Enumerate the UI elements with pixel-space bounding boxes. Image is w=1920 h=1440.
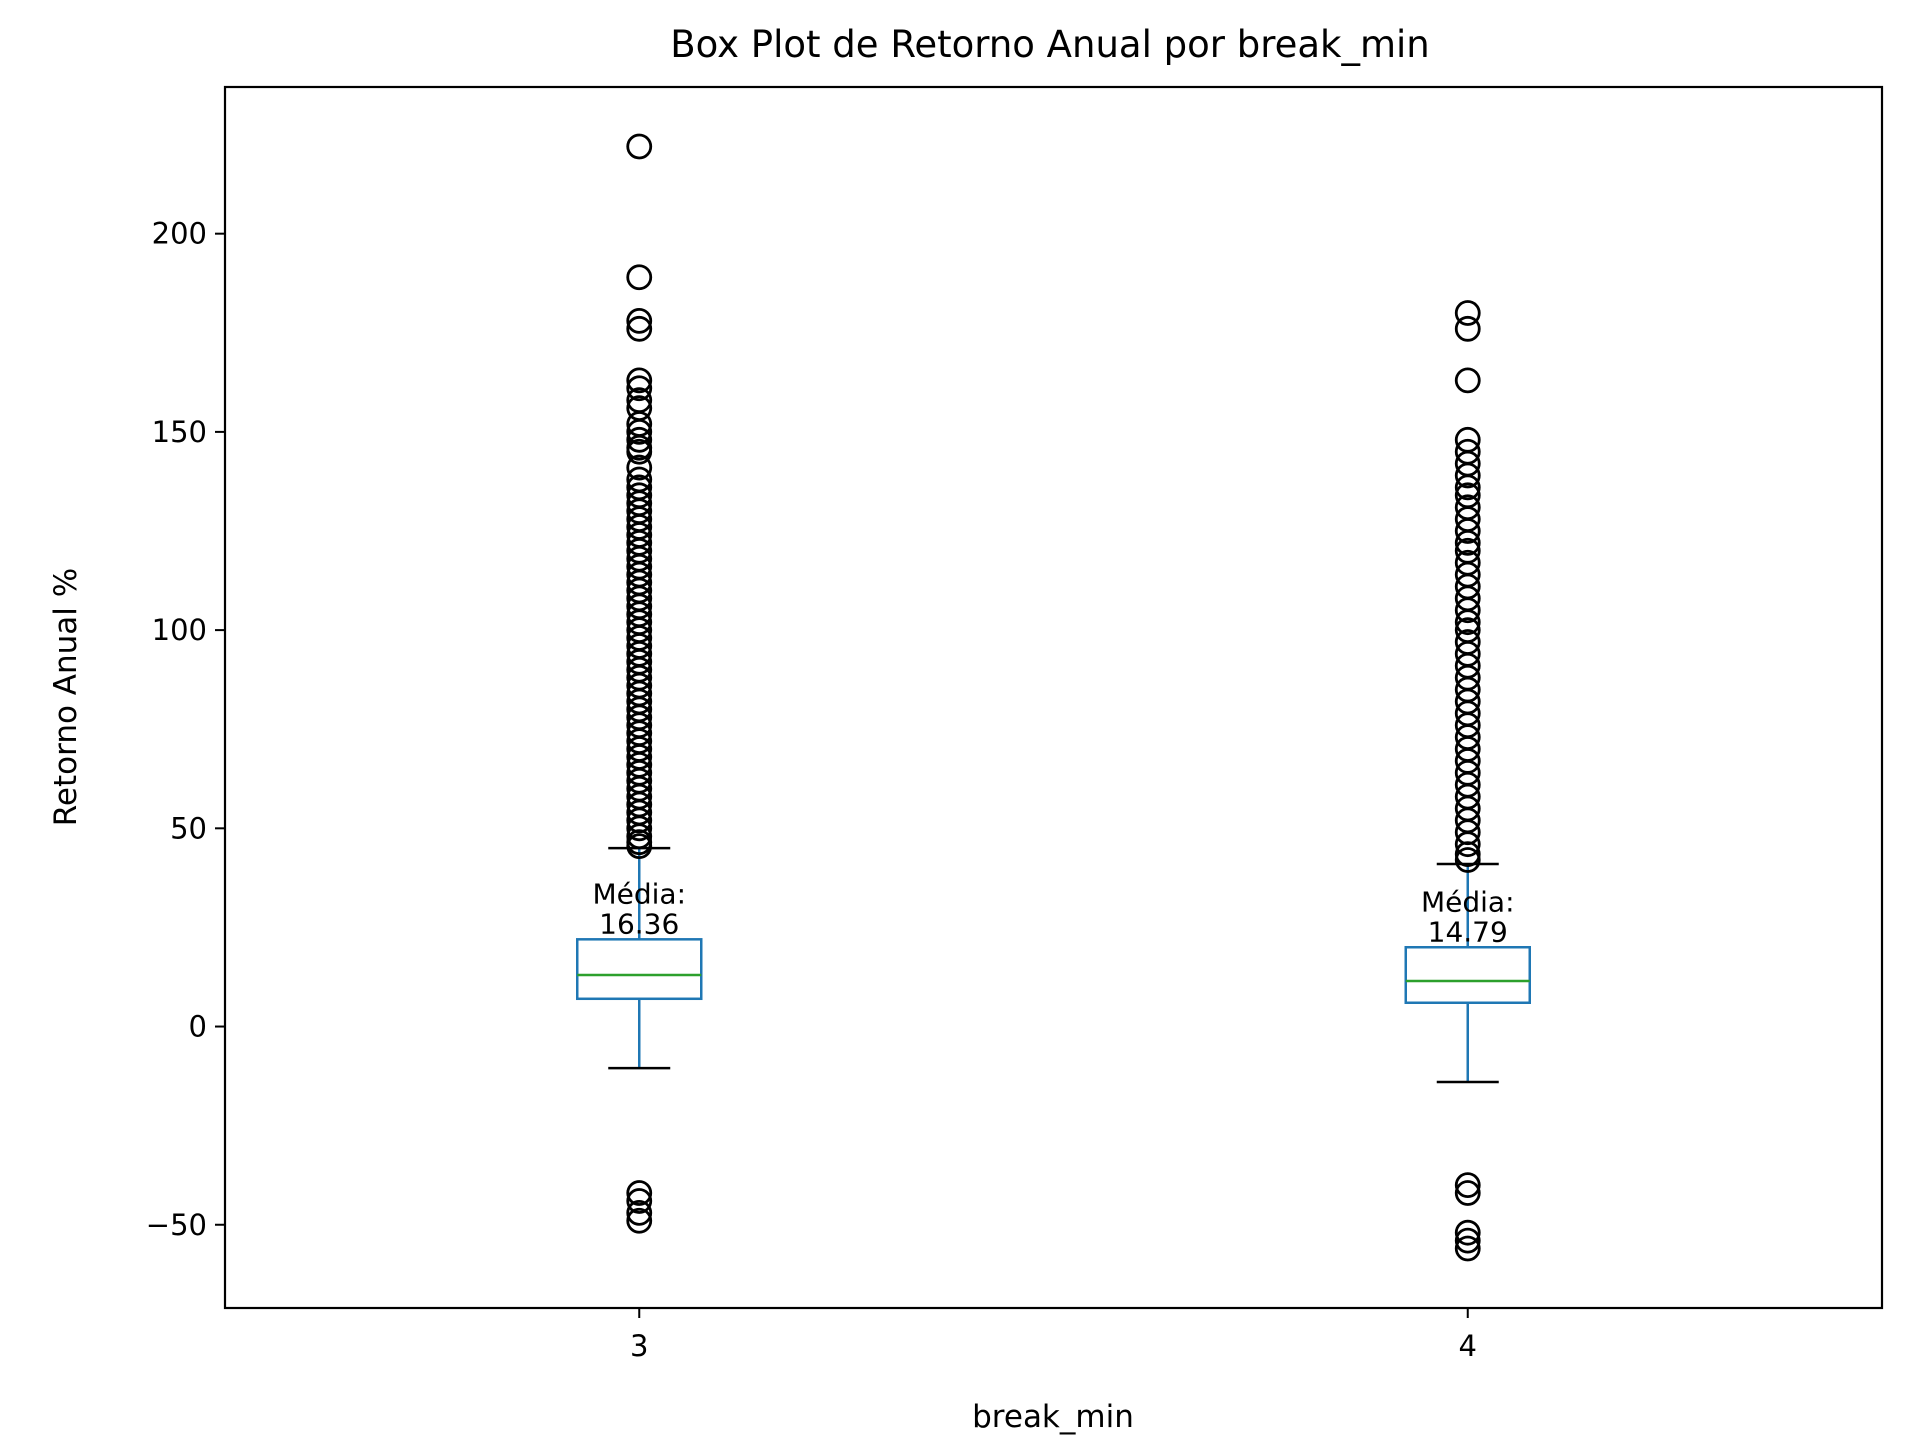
outlier-point — [626, 1207, 653, 1234]
y-axis: −50 0 50 100 150 200 — [146, 217, 225, 1242]
chart-title: Box Plot de Retorno Anual por break_min — [670, 23, 1429, 66]
outlier-point — [626, 1180, 653, 1206]
outlier-point — [626, 426, 653, 453]
mean-label-value: 16.36 — [599, 907, 679, 940]
mean-label-title: Média: — [1421, 885, 1515, 918]
outlier-point — [626, 823, 653, 850]
outlier-point — [1454, 1219, 1481, 1246]
outlier-point — [626, 833, 653, 860]
outlier-point — [1454, 609, 1481, 636]
outlier-point — [1454, 315, 1481, 342]
box-group-3: Média:16.36 — [576, 133, 703, 1234]
mean-label-value: 14.79 — [1428, 915, 1508, 948]
outlier-point — [626, 307, 653, 334]
mean-label-title: Média: — [592, 877, 686, 910]
outlier-point — [626, 418, 653, 445]
outlier-point — [1454, 847, 1481, 873]
y-tick-label: 200 — [152, 217, 207, 251]
x-tick-label: 4 — [1459, 1329, 1477, 1363]
outlier-point — [626, 438, 653, 465]
outlier-point — [1454, 831, 1481, 858]
x-axis-title: break_min — [972, 1399, 1134, 1435]
outlier-point — [1454, 518, 1481, 544]
x-tick-label: 3 — [630, 1329, 648, 1363]
outlier-point — [1454, 841, 1481, 867]
outlier-point — [626, 1188, 653, 1214]
outlier-point — [1454, 529, 1481, 556]
box-iqr — [576, 938, 703, 1001]
outlier-point — [626, 264, 653, 291]
outlier-point — [1454, 367, 1481, 394]
plot-frame — [223, 85, 1884, 1310]
outlier-point — [626, 133, 653, 160]
outlier-point — [626, 454, 653, 481]
y-tick-label: 150 — [152, 415, 207, 449]
box-group-4: Média:14.79 — [1404, 300, 1531, 1262]
outlier-point — [1454, 597, 1481, 624]
outlier-point — [1454, 1227, 1481, 1254]
y-tick-label: −50 — [146, 1208, 207, 1242]
y-axis-title: Retorno Anual % — [48, 568, 84, 826]
outlier-point — [626, 367, 653, 394]
outlier-point — [1454, 300, 1481, 326]
outlier-point — [626, 1199, 653, 1226]
outlier-point — [626, 315, 653, 342]
outlier-point — [1454, 1235, 1481, 1262]
outlier-point — [1454, 1172, 1481, 1199]
y-tick-label: 0 — [189, 1010, 207, 1044]
y-tick-label: 50 — [170, 811, 207, 845]
y-tick-label: 100 — [152, 613, 207, 647]
outlier-point — [1454, 1180, 1481, 1206]
box-iqr — [1404, 946, 1531, 1004]
outlier-point — [626, 815, 653, 842]
outlier-point — [626, 375, 653, 402]
outlier-point — [1454, 462, 1481, 489]
outlier-point — [1454, 474, 1481, 501]
